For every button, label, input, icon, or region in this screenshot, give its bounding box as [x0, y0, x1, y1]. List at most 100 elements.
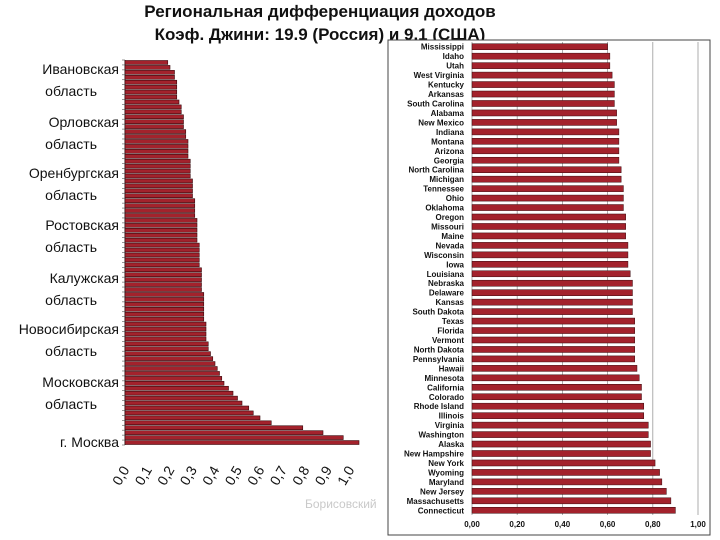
ru-bar: [124, 371, 220, 376]
us-x-tick-label: 0,80: [645, 520, 661, 529]
us-bar: [471, 402, 645, 410]
ru-category-label: Ивановская: [42, 61, 119, 77]
ru-bar: [124, 306, 205, 312]
us-category-label: Texas: [442, 317, 465, 326]
us-category-label: Michigan: [429, 175, 464, 184]
us-category-label: California: [427, 383, 464, 392]
ru-bar: [124, 415, 261, 421]
ru-category-label: область: [45, 83, 97, 99]
ru-bar: [124, 213, 196, 218]
us-category-label: Maryland: [429, 478, 464, 487]
us-bar: [471, 175, 622, 183]
ru-bar: [124, 336, 207, 342]
us-bar: [471, 497, 672, 505]
ru-bar: [124, 158, 191, 164]
us-bar: [471, 232, 626, 240]
ru-bar: [124, 218, 198, 223]
us-bar: [471, 488, 667, 495]
ru-bar: [124, 420, 272, 426]
ru-bar: [124, 79, 178, 85]
ru-bar: [124, 173, 191, 179]
ru-category-label: область: [45, 343, 97, 359]
ru-bar: [124, 153, 189, 159]
us-category-label: Washington: [419, 431, 465, 440]
us-x-tick-label: 0,60: [600, 520, 616, 529]
us-bar: [471, 450, 651, 457]
ru-category-label: область: [45, 136, 97, 152]
ru-bar: [124, 252, 200, 258]
us-bar: [471, 270, 631, 278]
us-category-label: Illinois: [439, 412, 465, 421]
ru-bar: [124, 144, 189, 149]
ru-category-label: область: [45, 292, 97, 308]
us-bar: [471, 43, 608, 51]
us-bar: [471, 213, 626, 221]
ru-bar: [124, 311, 205, 317]
ru-bar: [124, 302, 205, 307]
us-bar: [471, 261, 629, 268]
ru-bar: [124, 277, 202, 282]
us-category-label: New Jersey: [420, 487, 465, 496]
ru-category-label: Калужская: [50, 270, 119, 286]
us-category-label: Tennessee: [423, 185, 464, 194]
ru-category-label: область: [45, 239, 97, 255]
ru-bar: [124, 242, 200, 248]
us-bar: [471, 317, 635, 325]
ru-bar: [124, 84, 178, 90]
ru-bar: [124, 410, 254, 416]
us-bar: [471, 327, 635, 334]
us-category-label: Nebraska: [428, 279, 465, 288]
ru-bar: [124, 163, 191, 169]
ru-bar: [124, 331, 207, 337]
us-category-label: Hawaii: [439, 364, 464, 373]
ru-bar: [124, 178, 193, 184]
ru-category-label: г. Москва: [60, 434, 119, 450]
ru-bar: [124, 119, 184, 124]
us-bar: [471, 298, 633, 306]
ru-bar: [124, 232, 198, 238]
us-category-label: Mississippi: [421, 43, 464, 52]
ru-bar: [124, 168, 191, 174]
us-category-label: Alaska: [438, 440, 464, 449]
us-bar: [471, 289, 633, 296]
ru-bar: [124, 109, 182, 115]
ru-bar: [124, 405, 250, 411]
us-bar: [471, 90, 615, 98]
ru-bar: [124, 203, 196, 208]
us-bar: [471, 71, 613, 79]
us-category-label: New Hampshire: [404, 450, 465, 459]
us-category-label: Rhode Island: [414, 402, 464, 411]
us-bar: [471, 156, 620, 164]
ru-bar: [124, 70, 175, 75]
us-category-label: Pennsylvania: [413, 355, 465, 364]
us-bar: [471, 478, 663, 486]
us-bar: [471, 62, 611, 69]
us-category-label: North Dakota: [414, 345, 465, 354]
ru-bar: [124, 188, 193, 194]
ru-bar: [124, 346, 209, 352]
us-bar: [471, 251, 629, 259]
ru-bar: [124, 257, 200, 263]
ru-bar: [124, 60, 169, 65]
ru-bar: [124, 326, 207, 332]
ru-bar: [124, 366, 218, 371]
us-bar: [471, 469, 660, 476]
us-category-label: Arkansas: [428, 90, 465, 99]
us-category-label: Connecticut: [418, 506, 465, 515]
us-x-tick-label: 0,00: [464, 520, 480, 529]
us-bar: [471, 194, 624, 202]
us-bar: [471, 279, 633, 287]
ru-bar: [124, 351, 211, 356]
ru-category-label: область: [45, 396, 97, 412]
us-bar: [471, 365, 638, 372]
ru-bar: [124, 395, 238, 401]
us-bar: [471, 147, 620, 155]
ru-bar: [124, 341, 209, 347]
us-category-label: Minnesota: [424, 374, 464, 383]
ru-category-label: Новосибирская: [19, 321, 119, 337]
us-category-label: Virginia: [435, 421, 465, 430]
ru-category-label: Московская: [42, 374, 119, 390]
ru-bar: [124, 99, 180, 105]
us-bar: [471, 52, 611, 60]
